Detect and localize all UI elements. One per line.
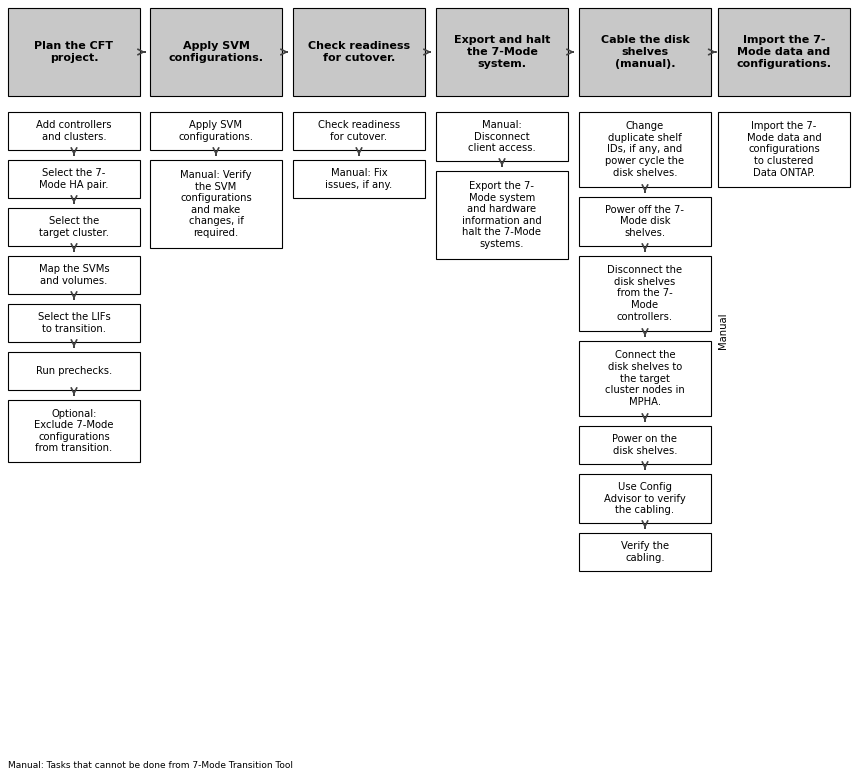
Text: Manual:
Disconnect
client access.: Manual: Disconnect client access. (468, 120, 536, 153)
Text: Apply SVM
configurations.: Apply SVM configurations. (179, 120, 253, 142)
Text: Optional:
Exclude 7-Mode
configurations
from transition.: Optional: Exclude 7-Mode configurations … (34, 408, 114, 454)
Text: Import the 7-
Mode data and
configurations.: Import the 7- Mode data and configuratio… (736, 35, 831, 69)
Text: Select the LIFs
to transition.: Select the LIFs to transition. (38, 312, 110, 333)
FancyBboxPatch shape (8, 352, 140, 390)
FancyBboxPatch shape (579, 256, 711, 331)
Text: Plan the CFT
project.: Plan the CFT project. (34, 41, 114, 62)
Text: Manual: Tasks that cannot be done from 7-Mode Transition Tool: Manual: Tasks that cannot be done from 7… (8, 761, 293, 770)
Text: Check readiness
for cutover.: Check readiness for cutover. (318, 120, 400, 142)
FancyBboxPatch shape (436, 171, 568, 259)
Text: Power on the
disk shelves.: Power on the disk shelves. (613, 434, 677, 456)
FancyBboxPatch shape (293, 112, 425, 150)
FancyBboxPatch shape (8, 400, 140, 462)
Text: Import the 7-
Mode data and
configurations
to clustered
Data ONTAP.: Import the 7- Mode data and configuratio… (746, 121, 822, 178)
FancyBboxPatch shape (579, 533, 711, 571)
FancyBboxPatch shape (579, 8, 711, 96)
Text: Change
duplicate shelf
IDs, if any, and
power cycle the
disk shelves.: Change duplicate shelf IDs, if any, and … (605, 121, 685, 178)
FancyBboxPatch shape (150, 112, 282, 150)
FancyBboxPatch shape (579, 112, 711, 187)
Text: Use Config
Advisor to verify
the cabling.: Use Config Advisor to verify the cabling… (604, 482, 686, 515)
FancyBboxPatch shape (436, 112, 568, 161)
FancyBboxPatch shape (150, 160, 282, 248)
FancyBboxPatch shape (293, 8, 425, 96)
Text: Export and halt
the 7-Mode
system.: Export and halt the 7-Mode system. (454, 35, 550, 69)
FancyBboxPatch shape (8, 208, 140, 246)
Text: Cable the disk
shelves
(manual).: Cable the disk shelves (manual). (601, 35, 689, 69)
Text: Select the
target cluster.: Select the target cluster. (39, 216, 109, 237)
FancyBboxPatch shape (8, 304, 140, 342)
Text: Power off the 7-
Mode disk
shelves.: Power off the 7- Mode disk shelves. (605, 205, 685, 238)
FancyBboxPatch shape (579, 197, 711, 246)
FancyBboxPatch shape (8, 112, 140, 150)
FancyBboxPatch shape (579, 341, 711, 416)
Text: Manual: Verify
the SVM
configurations
and make
changes, if
required.: Manual: Verify the SVM configurations an… (180, 170, 252, 238)
Text: Add controllers
and clusters.: Add controllers and clusters. (36, 120, 112, 142)
FancyBboxPatch shape (579, 426, 711, 464)
FancyBboxPatch shape (718, 8, 850, 96)
Text: Apply SVM
configurations.: Apply SVM configurations. (169, 41, 264, 62)
FancyBboxPatch shape (150, 8, 282, 96)
FancyBboxPatch shape (8, 8, 140, 96)
Text: Check readiness
for cutover.: Check readiness for cutover. (308, 41, 410, 62)
Text: Verify the
cabling.: Verify the cabling. (621, 541, 669, 563)
Text: Manual: Fix
issues, if any.: Manual: Fix issues, if any. (325, 168, 393, 190)
Text: Disconnect the
disk shelves
from the 7-
Mode
controllers.: Disconnect the disk shelves from the 7- … (608, 266, 682, 322)
Text: Select the 7-
Mode HA pair.: Select the 7- Mode HA pair. (39, 168, 109, 190)
FancyBboxPatch shape (436, 8, 568, 96)
FancyBboxPatch shape (8, 160, 140, 198)
FancyBboxPatch shape (579, 474, 711, 523)
Text: Connect the
disk shelves to
the target
cluster nodes in
MPHA.: Connect the disk shelves to the target c… (605, 351, 685, 407)
FancyBboxPatch shape (293, 160, 425, 198)
Text: Map the SVMs
and volumes.: Map the SVMs and volumes. (39, 264, 110, 286)
FancyBboxPatch shape (8, 256, 140, 294)
Text: Manual: Manual (718, 312, 728, 349)
FancyBboxPatch shape (718, 112, 850, 187)
Text: Run prechecks.: Run prechecks. (36, 366, 112, 376)
Text: Export the 7-
Mode system
and hardware
information and
halt the 7-Mode
systems.: Export the 7- Mode system and hardware i… (462, 181, 542, 249)
